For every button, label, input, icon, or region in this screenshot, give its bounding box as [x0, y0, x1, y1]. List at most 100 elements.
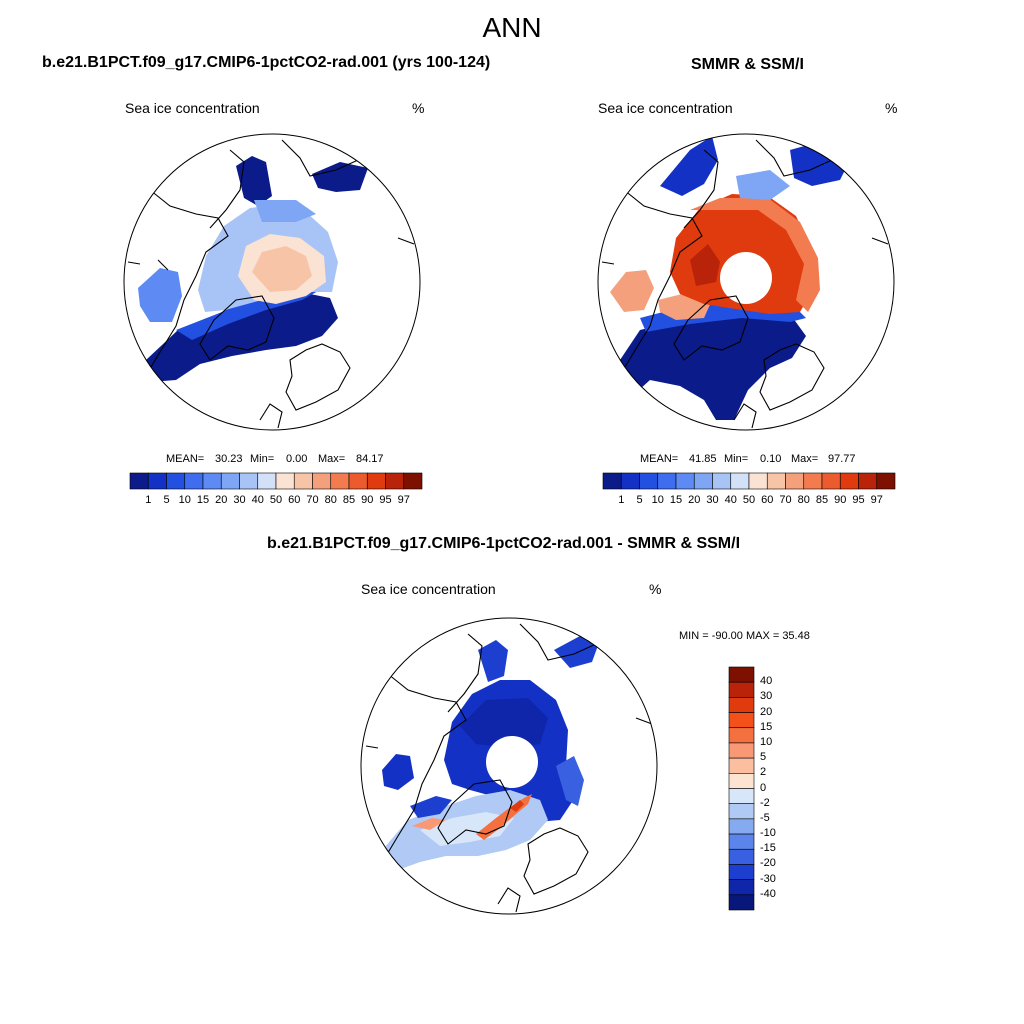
- panel2-ice-margin: [690, 198, 820, 312]
- colorbar-tick-label: 30: [706, 494, 719, 506]
- colorbar-swatch: [639, 472, 659, 490]
- colorbar-tick-label: 95: [379, 494, 392, 506]
- colorbar-swatch: [858, 472, 878, 490]
- panel2-units-label: %: [885, 100, 898, 116]
- colorbar-tick-label: 80: [797, 494, 810, 506]
- panel3-diff-baffin: [410, 796, 452, 818]
- colorbar-swatch: [184, 472, 204, 490]
- colorbar-swatch: [330, 472, 350, 490]
- colorbar-tick-label: 85: [342, 494, 356, 506]
- colorbar-tick-label: -30: [760, 872, 776, 885]
- panel2-mean-value: 41.85: [689, 453, 717, 465]
- panel2-map: [598, 134, 894, 430]
- colorbar-tick-label: 0: [760, 781, 767, 794]
- panel2-pole-hole: [720, 252, 772, 304]
- colorbar-swatch: [275, 472, 295, 490]
- colorbar-tick-label: 20: [760, 705, 773, 718]
- colorbar-swatch: [728, 879, 755, 896]
- colorbar-swatch: [239, 472, 259, 490]
- panel3-title: b.e21.B1PCT.f09_g17.CMIP6-1pctCO2-rad.00…: [267, 535, 741, 552]
- panel2-mean-label: MEAN=: [640, 453, 679, 465]
- panel3-variable-label: Sea ice concentration: [361, 581, 496, 597]
- panel1-max-label: Max=: [318, 453, 346, 465]
- colorbar-tick-label: 30: [760, 690, 773, 703]
- colorbar-swatch: [728, 864, 755, 880]
- panel1-map: [124, 134, 420, 430]
- panel3-coastlines: [365, 623, 653, 913]
- colorbar-swatch: [785, 472, 805, 490]
- colorbar-swatch: [730, 472, 750, 490]
- colorbar-swatch: [147, 472, 167, 490]
- panel1-ice-hudson: [138, 268, 182, 322]
- panel1-min-label: Min=: [250, 453, 275, 465]
- panel2-ice-core: [690, 244, 720, 286]
- colorbar-tick-label: 50: [269, 494, 283, 506]
- colorbar-swatch: [728, 697, 755, 713]
- panel3-map-border: [360, 617, 658, 915]
- colorbar-tick-label: 5: [163, 494, 170, 506]
- panel2-coastlines: [601, 139, 889, 429]
- panel2-max-label: Max=: [791, 453, 819, 465]
- panel1-title: b.e21.B1PCT.f09_g17.CMIP6-1pctCO2-rad.00…: [42, 54, 491, 71]
- colorbar-tick-label: 80: [324, 494, 337, 506]
- colorbar-swatch: [728, 681, 755, 698]
- panel3-diff-hudson: [382, 754, 414, 790]
- panel1-mean-value: 30.23: [215, 453, 243, 465]
- colorbar-tick-label: -20: [760, 857, 776, 870]
- colorbar-tick-label: 70: [306, 494, 319, 506]
- colorbar-swatch: [129, 472, 149, 490]
- colorbar-tick-label: 70: [779, 494, 792, 506]
- colorbar-swatch: [728, 773, 755, 789]
- panel3-diff-bering: [478, 640, 508, 682]
- panel1-map-border: [123, 133, 421, 431]
- colorbar-tick-label: 15: [669, 494, 683, 506]
- panel1-units-label: %: [412, 100, 425, 116]
- colorbar-tick-label: 5: [636, 494, 643, 506]
- colorbar-swatch: [839, 472, 859, 490]
- colorbar-tick-label: 50: [742, 494, 756, 506]
- colorbar-swatch: [728, 666, 755, 683]
- colorbar-tick-label: -15: [760, 842, 776, 855]
- colorbar-swatch: [728, 803, 755, 820]
- colorbar-swatch: [728, 712, 755, 729]
- colorbar-tick-label: 90: [834, 494, 847, 506]
- colorbar-swatch: [257, 472, 277, 490]
- colorbar-tick-label: -5: [760, 811, 770, 824]
- panel1-colorbar: [129, 472, 423, 490]
- colorbar-swatch: [728, 848, 755, 865]
- colorbar-swatch: [602, 472, 622, 490]
- colorbar-tick-label: 95: [852, 494, 865, 506]
- panel1-ice-core-inner: [252, 246, 312, 292]
- panel2-ice-atlantic: [612, 310, 806, 420]
- colorbar-swatch: [728, 742, 755, 759]
- colorbar-swatch: [821, 472, 841, 490]
- panel2-max-value: 97.77: [828, 453, 856, 465]
- colorbar-swatch: [166, 472, 186, 490]
- colorbar-tick-label: 30: [233, 494, 246, 506]
- panel1-coastlines: [127, 139, 415, 429]
- panel1-max-value: 84.17: [356, 453, 384, 465]
- colorbar-swatch: [766, 472, 786, 490]
- panel2-ice-chukchi: [736, 170, 790, 200]
- colorbar-swatch: [748, 472, 768, 490]
- colorbar-tick-label: 5: [760, 751, 767, 764]
- colorbar-tick-label: 40: [251, 494, 264, 506]
- colorbar-tick-label: 60: [288, 494, 301, 506]
- colorbar-tick-label: 90: [361, 494, 374, 506]
- panel1-ice-bering: [236, 156, 272, 206]
- colorbar-swatch: [803, 472, 823, 490]
- panel1-ice-chukchi: [254, 200, 316, 222]
- colorbar-swatch: [728, 788, 755, 804]
- colorbar-tick-label: 20: [688, 494, 701, 506]
- colorbar-tick-label: 20: [215, 494, 228, 506]
- colorbar-tick-label: 10: [178, 494, 191, 506]
- panel3-pole-hole: [486, 736, 538, 788]
- colorbar-swatch: [693, 472, 713, 490]
- panel3-diff-barents: [556, 756, 584, 806]
- panel1-mean-label: MEAN=: [166, 453, 205, 465]
- colorbar-swatch: [728, 833, 755, 850]
- panel1-ice-okhotsk: [312, 162, 368, 192]
- panel3-map: [361, 618, 657, 914]
- colorbar-tick-label: 40: [724, 494, 737, 506]
